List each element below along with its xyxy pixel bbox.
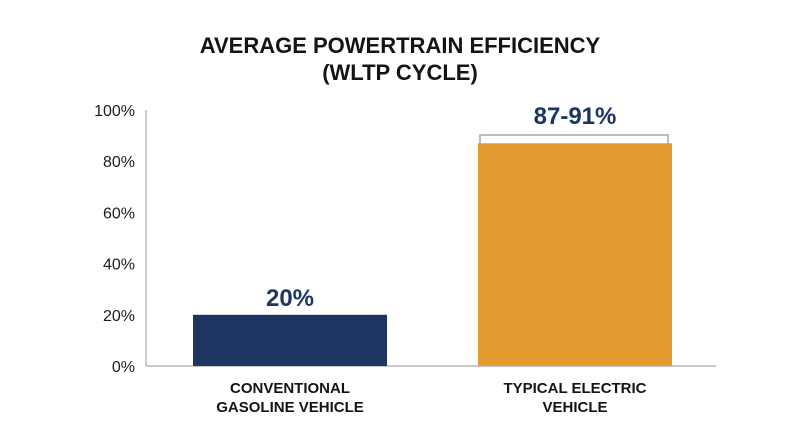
y-tick-label: 0%	[112, 359, 135, 376]
category-labels: CONVENTIONAL GASOLINE VEHICLE TYPICAL ELEC…	[216, 380, 646, 416]
y-tick-label: 60%	[103, 205, 135, 222]
range-bracket	[479, 134, 669, 146]
chart-title: AVERAGE POWERTRAIN EFFICIENCY (WLTP CYCL…	[200, 33, 601, 85]
chart-title-line-1: AVERAGE POWERTRAIN EFFICIENCY	[200, 33, 601, 58]
chart-title-line-2: (WLTP CYCLE)	[322, 60, 478, 85]
x-category-label: VEHICLE	[542, 399, 607, 416]
bar-data-label: 87-91%	[534, 103, 617, 130]
y-tick-label: 80%	[103, 154, 135, 171]
y-tick-label: 20%	[103, 308, 135, 325]
x-category-label: TYPICAL ELECTRIC	[503, 380, 646, 397]
y-tick-label: 100%	[94, 103, 135, 120]
bar	[478, 143, 672, 366]
x-category-label: CONVENTIONAL	[230, 380, 350, 397]
bar-data-label: 20%	[266, 285, 314, 312]
y-tick-label: 40%	[103, 257, 135, 274]
y-axis-ticks: 0% 20% 40% 60% 80% 100%	[94, 103, 135, 376]
x-category-label: GASOLINE VEHICLE	[216, 399, 364, 416]
bars	[193, 143, 672, 366]
data-labels: 20% 87-91%	[266, 103, 669, 312]
bar	[193, 314, 387, 366]
